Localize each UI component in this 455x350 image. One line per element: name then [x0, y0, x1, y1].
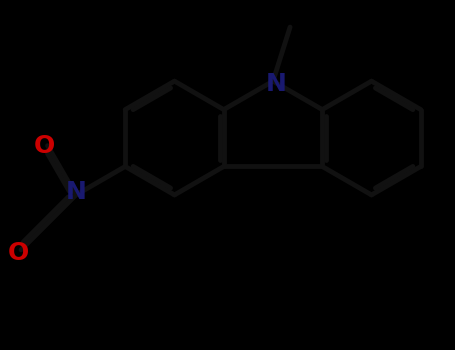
Text: O: O [34, 134, 56, 158]
Text: N: N [66, 180, 86, 204]
Text: N: N [265, 72, 286, 96]
Text: O: O [8, 241, 29, 265]
